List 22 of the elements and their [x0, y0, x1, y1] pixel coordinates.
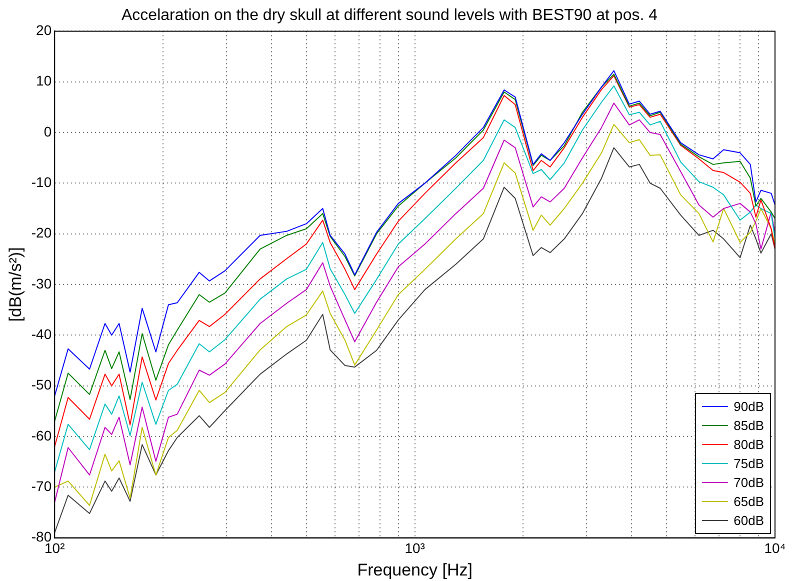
- x-tick-label: 10³: [404, 540, 426, 556]
- chart-title: Accelaration on the dry skull at different sound levels with BEST90 at pos. 4: [122, 7, 658, 24]
- x-tick-label: 10⁴: [764, 540, 786, 556]
- y-tick-label: 0: [44, 123, 52, 140]
- legend-label: 60dB: [734, 512, 764, 528]
- y-tick-label: -10: [31, 174, 52, 190]
- legend-label: 85dB: [734, 418, 764, 433]
- legend-label: 75dB: [734, 456, 764, 471]
- y-tick-label: -70: [31, 478, 52, 494]
- y-tick-label: 20: [36, 22, 52, 38]
- legend-label: 65dB: [734, 494, 764, 509]
- y-axis-title: [dB(m/s²)]: [6, 247, 25, 322]
- legend-label: 80dB: [734, 436, 764, 452]
- legend-label: 70dB: [734, 474, 764, 490]
- y-tick-label: 10: [36, 72, 52, 89]
- y-tick-label: -30: [31, 275, 52, 292]
- y-tick-label: -20: [31, 224, 52, 241]
- legend-label: 90dB: [734, 398, 764, 414]
- y-tick-label: -40: [31, 326, 52, 342]
- x-axis-title: Frequency [Hz]: [357, 560, 472, 580]
- y-tick-label: -50: [31, 376, 52, 393]
- y-tick-label: -60: [31, 427, 52, 444]
